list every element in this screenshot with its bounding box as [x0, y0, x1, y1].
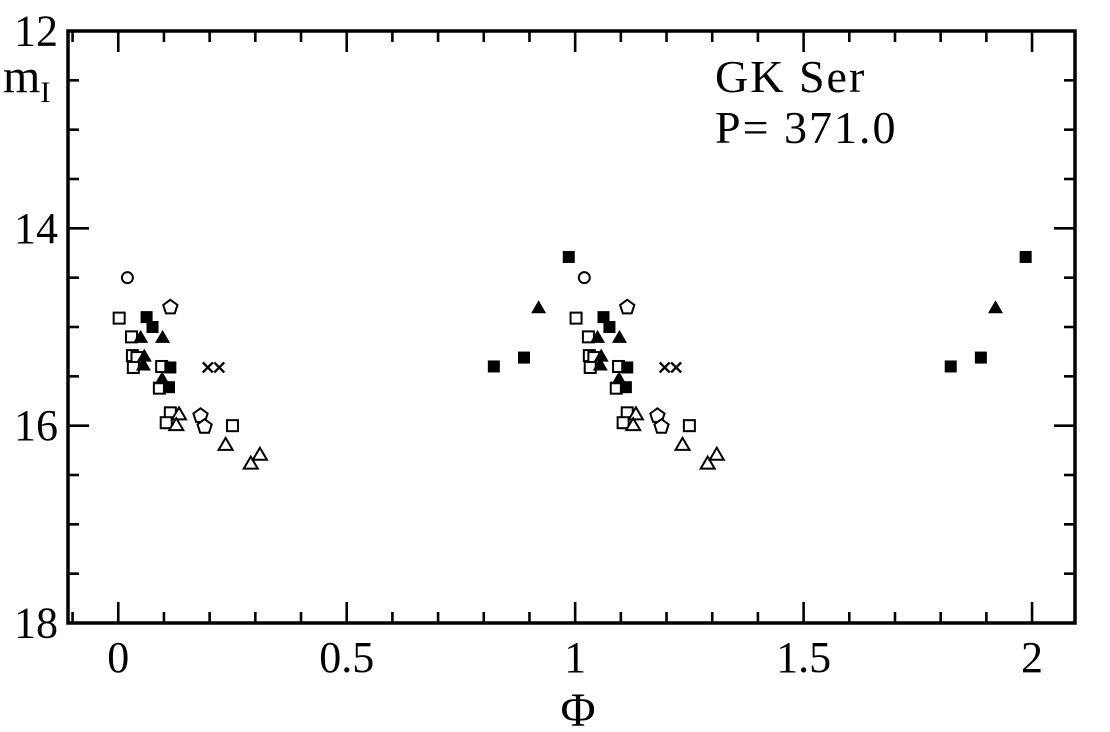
- marker-filled-square: [487, 360, 500, 373]
- marker-filled-square: [140, 311, 153, 324]
- marker-filled-triangle: [136, 348, 152, 362]
- marker-filled-triangle: [155, 329, 171, 343]
- marker-cross: [670, 361, 682, 374]
- marker-filled-triangle: [988, 300, 1003, 314]
- marker-filled-triangle: [593, 348, 609, 362]
- marker-open-square: [112, 311, 126, 325]
- marker-open-triangle: [251, 445, 269, 461]
- marker-open-square: [616, 416, 630, 430]
- marker-open-square: [159, 416, 173, 430]
- marker-open-pentagon: [162, 298, 179, 315]
- marker-filled-triangle: [531, 300, 547, 314]
- marker-open-square: [569, 311, 583, 325]
- marker-open-triangle: [627, 405, 645, 421]
- marker-cross: [658, 361, 671, 374]
- plot-border: [66, 29, 1077, 625]
- tick-label: 1.5: [776, 633, 831, 682]
- tick-label: 18: [14, 599, 58, 648]
- marker-filled-triangle: [133, 329, 149, 343]
- tick-label: 14: [14, 204, 58, 253]
- marker-open-triangle: [624, 416, 642, 432]
- marker-open-pentagon: [618, 298, 636, 315]
- tick-label: 1: [564, 633, 586, 682]
- star-name-label: GK Ser: [715, 51, 866, 102]
- marker-filled-square: [974, 351, 987, 364]
- marker-filled-square: [621, 361, 634, 374]
- tick-label: 2: [1021, 633, 1043, 682]
- marker-open-triangle: [698, 454, 717, 470]
- marker-filled-triangle: [592, 357, 608, 371]
- marker-open-triangle: [167, 416, 186, 432]
- marker-filled-square: [603, 321, 616, 333]
- tick-label: 0: [107, 633, 129, 682]
- plot-frame: [66, 29, 1077, 625]
- marker-open-pentagon: [653, 417, 670, 434]
- marker-filled-triangle: [154, 371, 170, 385]
- marker-filled-square: [517, 351, 530, 364]
- y-axis-label: mI: [3, 50, 50, 109]
- data-points: [112, 250, 1032, 470]
- marker-cross: [201, 361, 214, 374]
- period-label: P= 371.0: [715, 102, 898, 153]
- marker-open-triangle: [216, 435, 235, 451]
- tick-label: 12: [14, 7, 58, 56]
- marker-open-triangle: [673, 435, 692, 451]
- marker-open-square: [682, 419, 696, 433]
- marker-open-square: [225, 419, 239, 433]
- marker-open-triangle: [170, 405, 188, 421]
- axis-ticks: [68, 29, 1075, 625]
- marker-open-triangle: [708, 445, 726, 461]
- marker-open-square: [583, 360, 597, 374]
- tick-label: 16: [14, 401, 58, 450]
- marker-open-circle: [577, 271, 591, 285]
- x-axis-label: Φ: [560, 684, 595, 732]
- marker-filled-square: [164, 361, 177, 374]
- marker-filled-square: [597, 311, 610, 324]
- marker-filled-square: [1019, 250, 1032, 263]
- marker-open-circle: [120, 271, 134, 285]
- marker-filled-triangle: [611, 371, 627, 385]
- marker-filled-square: [562, 250, 575, 263]
- marker-cross: [213, 361, 226, 374]
- marker-open-triangle: [242, 454, 260, 470]
- marker-filled-triangle: [135, 357, 151, 371]
- marker-filled-triangle: [611, 329, 627, 343]
- tick-label: 0.5: [319, 633, 374, 682]
- marker-filled-square: [944, 360, 957, 373]
- marker-open-pentagon: [196, 417, 213, 434]
- axis-tick-labels: 12 14 16 18 0 0.5 1 1.5 2: [14, 7, 1043, 683]
- marker-open-square: [126, 360, 140, 374]
- marker-filled-square: [146, 321, 159, 333]
- marker-filled-triangle: [590, 329, 606, 343]
